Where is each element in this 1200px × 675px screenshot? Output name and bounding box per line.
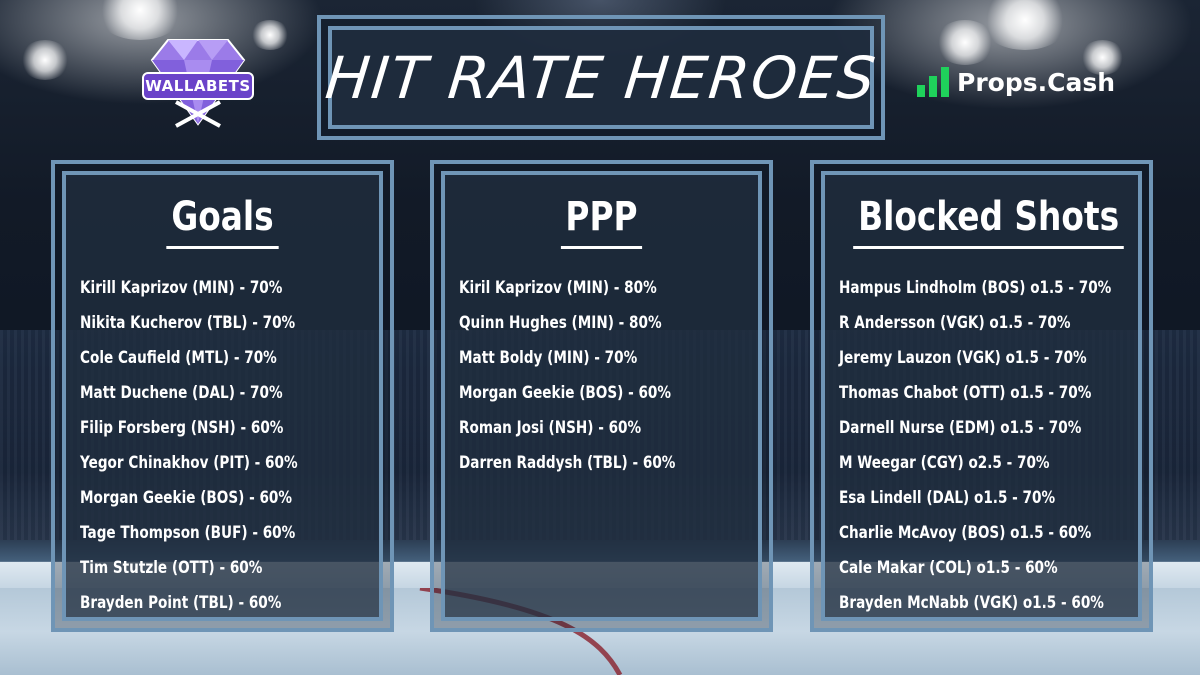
list-item: Yegor Chinakhov (PIT) - 60% (80, 453, 298, 473)
list-item: Filip Forsberg (NSH) - 60% (80, 418, 284, 438)
list-item: Charlie McAvoy (BOS) o1.5 - 60% (839, 523, 1092, 543)
blocked-shots-panel-title: Blocked Shots (853, 187, 1125, 249)
panel-heading: Goals (166, 188, 279, 249)
panel-heading: PPP (560, 188, 643, 249)
goals-panel: Goals Kirill Kaprizov (MIN) - 70% Nikita… (51, 160, 394, 632)
ppp-panel-title: PPP (473, 187, 730, 249)
blocked-shots-list: Hampus Lindholm (BOS) o1.5 - 70% R Ander… (839, 271, 1132, 621)
list-item: Jeremy Lauzon (VGK) o1.5 - 70% (839, 348, 1087, 368)
list-item: Morgan Geekie (BOS) - 60% (459, 383, 672, 403)
blocked-shots-panel: Blocked Shots Hampus Lindholm (BOS) o1.5… (810, 160, 1153, 632)
list-item: Darren Raddysh (TBL) - 60% (459, 453, 676, 473)
arena-light (980, 0, 1070, 50)
list-item: Hampus Lindholm (BOS) o1.5 - 70% (839, 278, 1112, 298)
list-item: Cale Makar (COL) o1.5 - 60% (839, 558, 1058, 578)
list-item: Darnell Nurse (EDM) o1.5 - 70% (839, 418, 1082, 438)
list-item: Tim Stutzle (OTT) - 60% (80, 558, 263, 578)
goals-list: Kirill Kaprizov (MIN) - 70% Nikita Kuche… (80, 271, 373, 621)
goals-panel-title: Goals (94, 187, 351, 249)
ppp-list: Kiril Kaprizov (MIN) - 80% Quinn Hughes … (459, 271, 752, 481)
arena-light (1080, 40, 1125, 75)
list-item: Quinn Hughes (MIN) - 80% (459, 313, 662, 333)
title-inner: HIT RATE HEROES (322, 26, 880, 129)
list-item: Kirill Kaprizov (MIN) - 70% (80, 278, 283, 298)
page-title: HIT RATE HEROES (322, 43, 880, 112)
goals-panel-inner: Goals Kirill Kaprizov (MIN) - 70% Nikita… (62, 171, 383, 621)
wallabets-logo: WALLABETS (140, 32, 256, 132)
list-item: M Weegar (CGY) o2.5 - 70% (839, 453, 1050, 473)
list-item: Brayden Point (TBL) - 60% (80, 593, 282, 613)
list-item: Nikita Kucherov (TBL) - 70% (80, 313, 296, 333)
list-item: Roman Josi (NSH) - 60% (459, 418, 642, 438)
list-item: R Andersson (VGK) o1.5 - 70% (839, 313, 1071, 333)
title-banner: HIT RATE HEROES (317, 15, 885, 140)
list-item: Morgan Geekie (BOS) - 60% (80, 488, 293, 508)
arena-light (250, 20, 290, 50)
list-item: Matt Duchene (DAL) - 70% (80, 383, 283, 403)
list-item: Cole Caufield (MTL) - 70% (80, 348, 277, 368)
blocked-shots-panel-inner: Blocked Shots Hampus Lindholm (BOS) o1.5… (821, 171, 1142, 621)
list-item: Esa Lindell (DAL) o1.5 - 70% (839, 488, 1056, 508)
list-item: Thomas Chabot (OTT) o1.5 - 70% (839, 383, 1092, 403)
panel-heading: Blocked Shots (853, 188, 1125, 249)
ppp-panel-inner: PPP Kiril Kaprizov (MIN) - 80% Quinn Hug… (441, 171, 762, 621)
arena-light (935, 20, 995, 65)
list-item: Brayden McNabb (VGK) o1.5 - 60% (839, 593, 1104, 613)
green-bars-icon (917, 67, 949, 97)
props-cash-logo: Props.Cash (917, 62, 1127, 102)
list-item: Matt Boldy (MIN) - 70% (459, 348, 638, 368)
list-item: Kiril Kaprizov (MIN) - 80% (459, 278, 657, 298)
ppp-panel: PPP Kiril Kaprizov (MIN) - 80% Quinn Hug… (430, 160, 773, 632)
props-cash-wordmark: Props.Cash (957, 67, 1115, 97)
list-item: Tage Thompson (BUF) - 60% (80, 523, 296, 543)
arena-light (20, 40, 70, 80)
wallabets-wordmark: WALLABETS (142, 72, 254, 100)
